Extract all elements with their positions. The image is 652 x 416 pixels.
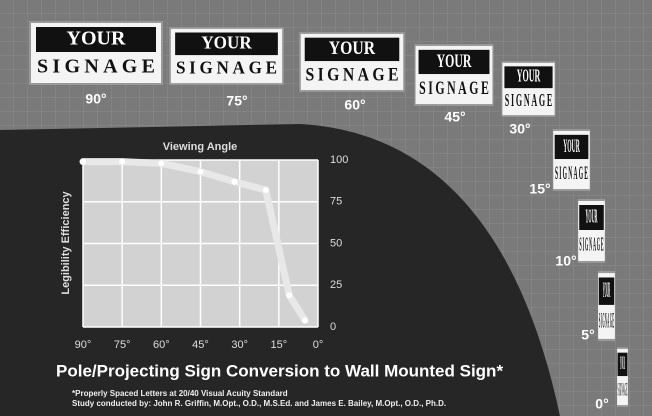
sign: YOUR SIGNAGE bbox=[169, 27, 284, 85]
x-axis-label: Viewing Angle bbox=[163, 141, 238, 153]
point bbox=[80, 158, 86, 165]
sign-text: SIGNAGE bbox=[37, 56, 155, 78]
point bbox=[197, 168, 204, 175]
y-tick-label: 25 bbox=[330, 279, 342, 291]
sign: YOUR SIGNAGE bbox=[414, 44, 494, 106]
angle-label: 5° bbox=[581, 327, 594, 343]
sign-text: SIGNAGE bbox=[618, 378, 628, 399]
sign-text: SIGNAGE bbox=[505, 91, 552, 110]
sign-band bbox=[36, 27, 156, 52]
x-tick-label: 0° bbox=[313, 339, 324, 351]
angle-label: 10° bbox=[555, 253, 576, 269]
sign-band bbox=[598, 277, 615, 305]
x-tick-label: 45° bbox=[192, 339, 209, 351]
sign-text: YOUR bbox=[563, 136, 580, 158]
sign-text: YOUR bbox=[201, 32, 252, 53]
sign-text: YOUR bbox=[585, 206, 597, 228]
sign-text: YOUR bbox=[67, 28, 126, 50]
x-tick-label: 75° bbox=[114, 339, 131, 351]
y-axis-label: Legibility Efficiency bbox=[60, 190, 72, 294]
point bbox=[262, 187, 269, 194]
y-tick-label: 100 bbox=[330, 154, 348, 166]
sign-text: SIGNAGE bbox=[599, 309, 614, 333]
sign-text: YOUR bbox=[620, 352, 625, 373]
sign-band bbox=[304, 37, 400, 62]
sign: YOUR SIGNAGE bbox=[29, 21, 163, 85]
point bbox=[301, 317, 308, 324]
y-tick-label: 0 bbox=[330, 321, 336, 333]
x-tick-label: 90° bbox=[75, 339, 92, 351]
angle-label: 75° bbox=[226, 93, 247, 109]
sign-band bbox=[175, 32, 278, 56]
point bbox=[119, 158, 126, 165]
sign-text: YOUR bbox=[517, 66, 541, 85]
sign-text: SIGNAGE bbox=[306, 64, 399, 85]
sign-text: YOUR bbox=[329, 38, 376, 59]
sign: YOUR SIGNAGE bbox=[299, 32, 405, 92]
point bbox=[286, 292, 293, 299]
y-tick-label: 75 bbox=[330, 196, 342, 208]
y-tick-label: 50 bbox=[330, 237, 342, 249]
sign-text: SIGNAGE bbox=[579, 234, 603, 256]
sign: YOUR SIGNAGE bbox=[616, 347, 629, 407]
sign-text: SIGNAGE bbox=[555, 163, 588, 185]
sign-band bbox=[504, 66, 553, 89]
sign: YOUR SIGNAGE bbox=[597, 270, 616, 342]
x-tick-label: 60° bbox=[153, 339, 170, 351]
sign: YOUR SIGNAGE bbox=[501, 61, 556, 117]
point bbox=[158, 160, 165, 167]
x-tick-label: 30° bbox=[231, 339, 248, 351]
angle-label: 90° bbox=[85, 91, 106, 107]
angle-label: 15° bbox=[529, 181, 550, 197]
chart-title: Pole/Projecting Sign Conversion to Wall … bbox=[56, 361, 503, 380]
sign-band bbox=[579, 205, 604, 230]
sign-text: YOUR bbox=[603, 279, 611, 303]
sign-band bbox=[554, 134, 589, 160]
sign-text: SIGNAGE bbox=[176, 57, 277, 78]
x-tick-label: 15° bbox=[271, 339, 288, 351]
note: *Properly Spaced Letters at 20/40 Visual… bbox=[72, 389, 288, 398]
sign-frame bbox=[616, 347, 629, 407]
point bbox=[231, 178, 238, 185]
sign-text: SIGNAGE bbox=[419, 78, 489, 99]
sign: YOUR SIGNAGE bbox=[552, 129, 591, 191]
sign-band bbox=[617, 352, 628, 377]
angle-label: 0° bbox=[595, 396, 608, 412]
angle-label: 60° bbox=[344, 97, 365, 113]
sign: YOUR SIGNAGE bbox=[577, 199, 606, 263]
sign-text: YOUR bbox=[437, 51, 472, 72]
sign-band bbox=[418, 49, 490, 75]
line bbox=[79, 158, 309, 324]
note: Study conducted by: John R. Griffin, M.O… bbox=[72, 399, 446, 408]
angle-label: 45° bbox=[444, 109, 465, 125]
angle-label: 30° bbox=[509, 121, 530, 137]
